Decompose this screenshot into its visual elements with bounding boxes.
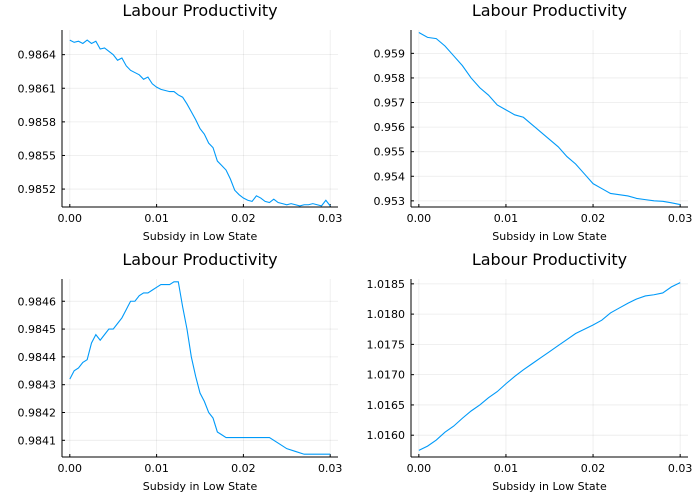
x-tick-label: 0.02 [581,212,606,225]
chart-title: Labour Productivity [122,250,277,269]
x-tick-label: 0.00 [58,462,83,475]
y-tick-label: 0.9846 [18,295,57,308]
y-tick-label: 1.0170 [367,369,406,382]
y-tick-label: 0.959 [374,47,406,60]
x-tick-label: 0.02 [231,462,256,475]
chart-panel-3: 0.00 0.01 0.02 0.03 0.9841 0.9842 0.9843 0.9844… [18,250,343,493]
y-tick-label: 0.9864 [18,49,57,62]
chart-title: Labour Productivity [472,1,627,20]
x-tick-label: 0.03 [668,462,693,475]
y-tick-label: 1.0175 [367,338,406,351]
y-tick-label: 0.954 [374,170,406,183]
x-tick-label: 0.01 [494,212,519,225]
x-tick-label: 0.03 [318,212,343,225]
x-tick-label: 0.02 [231,212,256,225]
y-tick-label: 0.9845 [18,323,57,336]
y-tick-label: 1.0160 [367,429,406,442]
y-tick-label: 0.9852 [18,183,57,196]
series-line [69,39,331,207]
y-tick-label: 0.957 [374,97,406,110]
y-tick-label: 0.9841 [18,434,57,447]
x-axis-label: Subsidy in Low State [492,230,607,243]
x-tick-label: 0.02 [581,462,606,475]
y-tick-label: 1.0180 [367,308,406,321]
x-tick-label: 0.01 [144,212,169,225]
series-line [418,282,681,451]
y-tick-label: 0.9861 [18,82,57,95]
y-tick-label: 0.953 [374,195,406,208]
x-axis-label: Subsidy in Low State [143,480,258,493]
x-tick-label: 0.01 [144,462,169,475]
y-tick-label: 0.9843 [18,379,57,392]
y-tick-label: 0.9855 [18,149,57,162]
y-tick-label: 0.958 [374,72,406,85]
chart-panel-2: 0.00 0.01 0.02 0.03 0.953 0.954 0.955 0.956 0.95… [374,1,693,243]
chart-panel-1: 0.00 0.01 0.02 0.03 0.9852 0.9855 0.9858 0.9861… [18,1,343,243]
x-tick-label: 0.03 [318,462,343,475]
x-tick-label: 0.01 [494,462,519,475]
y-tick-label: 0.956 [374,121,406,134]
chart-title: Labour Productivity [472,250,627,269]
x-axis-label: Subsidy in Low State [143,230,258,243]
y-tick-label: 0.9842 [18,407,57,420]
y-tick-label: 1.0185 [367,278,406,291]
chart-panel-4: 0.00 0.01 0.02 0.03 1.0160 1.0165 1.0170 1.0175… [367,250,693,493]
series-line [418,31,681,206]
series-line [69,281,331,455]
chart-title: Labour Productivity [122,1,277,20]
y-tick-label: 0.9858 [18,116,57,129]
x-tick-label: 0.03 [668,212,693,225]
x-tick-label: 0.00 [58,212,83,225]
x-tick-label: 0.00 [407,462,432,475]
y-tick-label: 0.9844 [18,351,57,364]
x-axis-label: Subsidy in Low State [492,480,607,493]
y-tick-label: 0.955 [374,146,406,159]
y-tick-label: 1.0165 [367,399,406,412]
x-tick-label: 0.00 [407,212,432,225]
